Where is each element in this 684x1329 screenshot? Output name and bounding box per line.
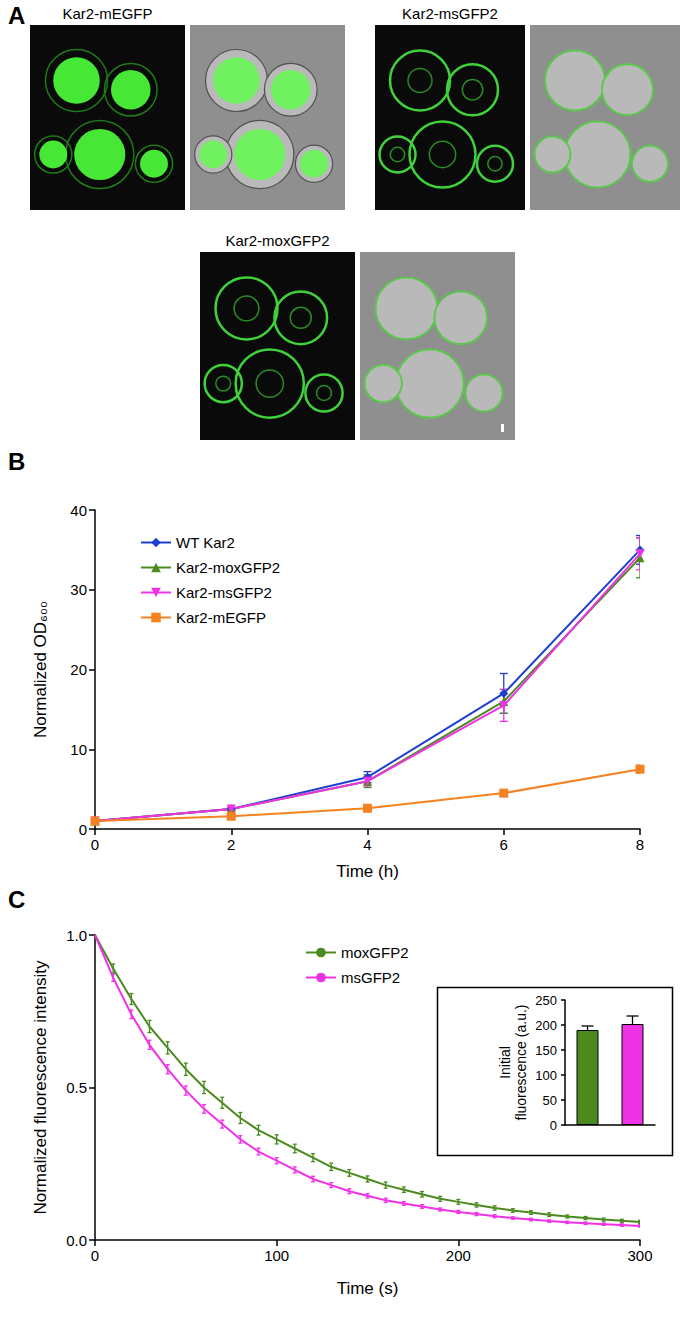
svg-text:Normalized OD₆₀₀: Normalized OD₆₀₀ [31, 601, 50, 738]
svg-text:30: 30 [70, 581, 87, 598]
svg-text:40: 40 [70, 502, 87, 519]
svg-text:100: 100 [535, 1068, 557, 1083]
html-text:Kar2-moxGFP2: Kar2-moxGFP2 [225, 232, 330, 249]
svg-text:Initial: Initial [497, 1046, 513, 1079]
svg-text:8: 8 [636, 836, 644, 853]
svg-text:fluorescence (a.u.): fluorescence (a.u.) [513, 1005, 529, 1121]
svg-text:C: C [8, 886, 25, 913]
svg-text:200: 200 [446, 1247, 471, 1264]
svg-text:Kar2-msGFP2: Kar2-msGFP2 [176, 584, 272, 601]
svg-text:4: 4 [363, 836, 371, 853]
html-text:Kar2-mEGFP: Kar2-mEGFP [62, 5, 153, 22]
svg-text:6: 6 [500, 836, 508, 853]
html-text:A: A [8, 2, 26, 29]
svg-text:moxGFP2: moxGFP2 [341, 944, 409, 961]
svg-text:msGFP2: msGFP2 [341, 969, 400, 986]
svg-text:B: B [8, 448, 25, 475]
svg-text:Time (s): Time (s) [337, 1279, 399, 1298]
svg-text:300: 300 [627, 1247, 652, 1264]
svg-text:50: 50 [543, 1093, 557, 1108]
svg-text:Kar2-mEGFP: Kar2-mEGFP [176, 609, 266, 626]
svg-text:100: 100 [264, 1247, 289, 1264]
svg-text:0: 0 [79, 821, 87, 838]
svg-text:0.0: 0.0 [66, 1232, 87, 1249]
svg-text:0.5: 0.5 [66, 1079, 87, 1096]
svg-text:Normalized fluorescence intens: Normalized fluorescence intensity [31, 960, 50, 1215]
svg-text:WT Kar2: WT Kar2 [176, 534, 235, 551]
svg-text:1.0: 1.0 [66, 927, 87, 944]
svg-text:0: 0 [91, 1247, 99, 1264]
svg-text:150: 150 [535, 1043, 557, 1058]
svg-text:20: 20 [70, 661, 87, 678]
svg-text:Time (h): Time (h) [336, 862, 399, 881]
svg-text:250: 250 [535, 993, 557, 1008]
svg-text:0: 0 [91, 836, 99, 853]
svg-text:200: 200 [535, 1018, 557, 1033]
svg-text:0: 0 [550, 1118, 557, 1133]
svg-text:2: 2 [227, 836, 235, 853]
svg-text:Kar2-moxGFP2: Kar2-moxGFP2 [176, 559, 280, 576]
svg-text:10: 10 [70, 741, 87, 758]
html-text:Kar2-msGFP2: Kar2-msGFP2 [402, 5, 498, 22]
